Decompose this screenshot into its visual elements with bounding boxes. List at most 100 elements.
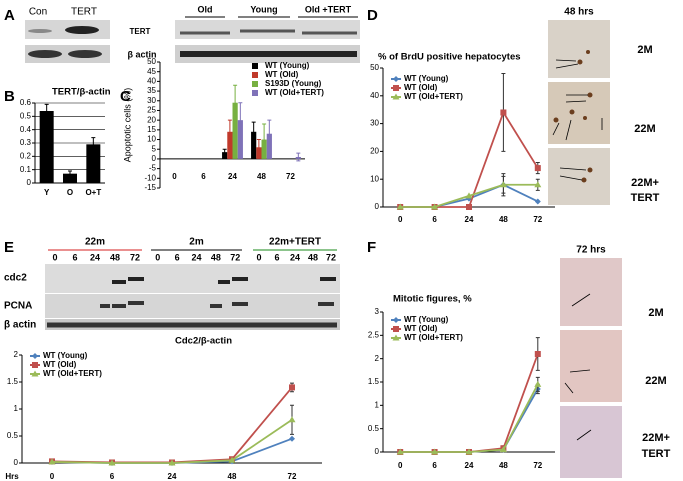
micrograph [548,20,610,78]
legend-label: S193D (Young) [265,79,322,88]
band [68,50,102,58]
lane-label: 0 [155,252,160,262]
y-axis-label: Apoptotic cells (%) [122,88,132,163]
panel-label: F [367,239,376,256]
y-tick-label: 3 [375,307,380,316]
row-label: TERT [130,27,151,36]
group-label: 22m+TERT [269,237,321,248]
lane-label: 6 [175,252,180,262]
marker [392,93,400,100]
legend-label: WT (Old) [404,83,438,92]
band [112,277,336,284]
bar [237,120,243,159]
x-tick-label: O [67,188,73,197]
bar [86,144,101,183]
group-label: 2m [189,237,204,248]
bar [39,111,54,183]
micrograph-label: 22M [634,123,655,135]
marker [31,370,39,377]
y-tick-label: 0 [14,458,19,467]
lane-label: 24 [90,252,100,262]
marker [465,448,473,455]
panel-label: A [4,7,15,24]
error-bar [267,119,272,148]
y-tick-label: 0 [152,154,157,163]
line [51,419,293,464]
x-tick-label: Y [44,188,50,197]
arrows [552,59,603,441]
x-tick-label: 6 [432,461,437,470]
error-bar [262,123,267,156]
y-tick-label: 0.2 [20,151,32,160]
line [51,386,293,464]
line [400,388,539,453]
error-bar [68,170,72,177]
blot-e [45,264,340,330]
legend-swatch [252,81,258,87]
panel-label: C [120,88,131,105]
lane-label: 24 [290,252,300,262]
y-tick-label: 1.5 [368,377,380,386]
legend-label: WT (Young) [404,315,449,324]
marker [499,446,507,453]
error-bar [238,102,243,139]
marker [108,459,116,466]
x-tick-label: 24 [168,472,177,481]
micrograph-label: TERT [631,192,660,204]
band [28,50,62,58]
marker [534,351,541,357]
y-tick-label: 30 [370,119,379,128]
x-tick-label: 0 [398,215,403,224]
chart-title: Mitotic figures, % [393,294,472,305]
y-tick-label: 0.5 [368,424,380,433]
legend-label: WT (Old+TERT) [43,369,102,378]
marker [534,380,542,387]
y-tick-label: 20 [147,115,156,124]
x-tick-label: 0 [172,172,177,181]
group-label: 22m [85,237,105,248]
x-tick-label: 48 [499,215,508,224]
error-bar [227,119,232,144]
error-bar [296,152,301,162]
legend-label: WT (Young) [404,74,449,83]
line [400,353,539,453]
error-bar [251,121,256,142]
x-tick-label: 24 [228,172,237,181]
marker [168,459,176,466]
y-tick-label: 0.6 [20,98,32,107]
group-label: Old [198,4,213,14]
marker [32,362,38,368]
error-bar [233,84,238,121]
panel-label: E [4,239,14,256]
y-tick-label: 10 [370,174,379,183]
y-tick-label: 40 [370,91,379,100]
marker [534,198,541,205]
bar [63,173,77,183]
x-tick-label: 0 [50,472,55,481]
marker [393,76,399,82]
micrographs [548,20,622,478]
micrograph-label: 2M [637,44,652,56]
lane-label: 48 [211,252,221,262]
y-tick-label: 20 [370,147,379,156]
panel-label: D [367,7,378,24]
lane-label: 6 [274,252,279,262]
y-tick-label: 1 [14,404,19,413]
marker [393,317,399,323]
marker [396,203,404,210]
blot-lane-bg [45,294,340,318]
x-tick-label: 0 [398,461,403,470]
y-tick-label: 0.4 [20,125,32,134]
marker [466,204,472,210]
y-tick-label: 1 [375,400,380,409]
x-tick-label: 24 [465,461,474,470]
y-tick-label: 0.1 [20,165,32,174]
bar [227,131,233,159]
micrograph-label: 2M [648,307,663,319]
y-tick-label: 0.5 [20,111,32,120]
x-tick-label: 24 [465,215,474,224]
y-tick-label: 45 [147,67,156,76]
marker [393,85,399,91]
marker [465,192,473,199]
x-axis-label: Hrs [5,472,19,481]
